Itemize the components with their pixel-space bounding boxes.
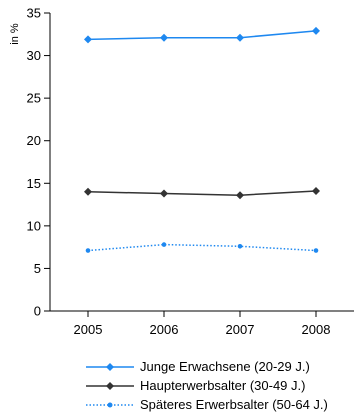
data-point <box>161 242 167 247</box>
series-line <box>87 243 317 252</box>
y-tick-label: 25 <box>27 91 41 106</box>
x-tick-label: 2007 <box>226 322 255 337</box>
chart-axes <box>49 13 354 312</box>
legend-item-junge-erwachsene: Junge Erwachsene (20-29 J.) <box>84 357 354 376</box>
legend-label-junge: Junge Erwachsene (20-29 J.) <box>140 359 310 374</box>
y-tick-label: 15 <box>27 176 41 191</box>
legend-swatch-haupt <box>86 382 134 390</box>
y-tick-label: 0 <box>34 304 41 319</box>
y-tick-label: 20 <box>27 133 41 148</box>
data-point <box>312 186 320 195</box>
data-point <box>160 33 168 42</box>
data-point <box>236 191 244 200</box>
x-axis-ticks: 2005 2006 2007 2008 <box>74 311 331 337</box>
line-chart: in % 0 5 10 15 20 25 30 35 2005 2006 2007 2008 <box>9 6 354 337</box>
data-point <box>237 243 243 249</box>
legend-label-haupt: Haupterwerbsalter (30-49 J.) <box>140 378 306 393</box>
legend-item-spaeteres-erwerbsalter: Späteres Erwerbsalter (50-64 J.) <box>84 395 354 414</box>
series-2 <box>85 242 319 253</box>
data-point <box>85 248 91 253</box>
chart-legend: Junge Erwachsene (20-29 J.) Haupterwerbs… <box>84 357 354 414</box>
data-point <box>236 33 244 42</box>
data-point <box>160 189 168 198</box>
legend-item-haupterwerbsalter: Haupterwerbsalter (30-49 J.) <box>84 376 354 395</box>
legend-swatch-spaeteres <box>86 402 134 408</box>
chart-series <box>84 26 320 253</box>
data-point <box>312 26 320 35</box>
x-tick-label: 2006 <box>150 322 179 337</box>
y-axis-ticks: 0 5 10 15 20 25 30 35 <box>27 6 50 319</box>
series-1 <box>84 186 320 200</box>
y-tick-label: 5 <box>34 261 41 276</box>
x-tick-label: 2008 <box>302 322 331 337</box>
y-axis-label: in % <box>9 23 21 45</box>
series-line <box>87 30 317 41</box>
series-0 <box>84 26 320 44</box>
y-tick-label: 35 <box>27 6 41 21</box>
data-point <box>84 187 92 196</box>
series-line <box>87 190 317 196</box>
legend-swatch-junge <box>86 363 134 371</box>
legend-label-spaeteres: Späteres Erwerbsalter (50-64 J.) <box>140 397 328 412</box>
data-point <box>84 35 92 44</box>
y-tick-label: 10 <box>27 218 41 233</box>
y-tick-label: 30 <box>27 48 41 63</box>
x-tick-label: 2005 <box>74 322 103 337</box>
data-point <box>313 248 319 253</box>
